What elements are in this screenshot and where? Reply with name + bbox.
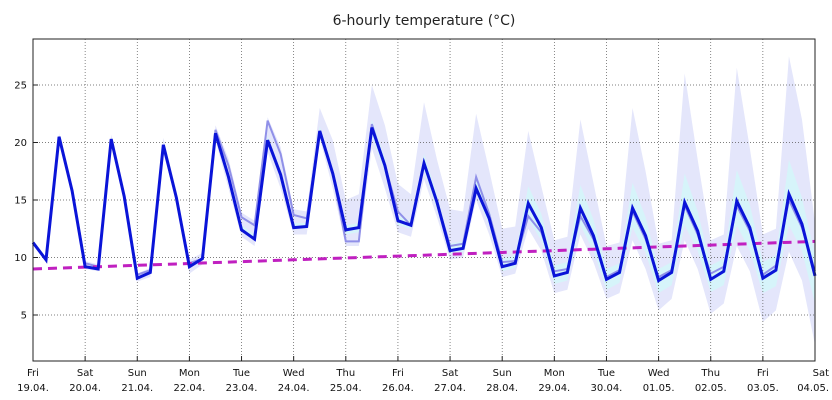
x-tick-date-label: 03.05. [747, 383, 779, 394]
y-tick-label: 5 [21, 311, 27, 322]
x-tick-date-label: 04.05. [797, 383, 829, 394]
x-tick-date-label: 23.04. [226, 383, 258, 394]
x-tick-day-label: Sat [77, 368, 93, 379]
x-tick-day-label: Sun [128, 368, 147, 379]
x-tick-day-label: Wed [648, 368, 670, 379]
x-tick-date-label: 28.04. [486, 383, 518, 394]
x-tick-date-label: 21.04. [121, 383, 153, 394]
x-tick-date-label: 29.04. [538, 383, 570, 394]
x-tick-date-label: 27.04. [434, 383, 466, 394]
x-tick-day-label: Sat [442, 368, 458, 379]
x-tick-date-label: 22.04. [173, 383, 205, 394]
x-tick-date-label: 20.04. [69, 383, 101, 394]
x-tick-date-label: 01.05. [643, 383, 675, 394]
y-tick-label: 10 [14, 253, 27, 264]
x-tick-date-label: 25.04. [330, 383, 362, 394]
x-tick-day-label: Wed [283, 368, 305, 379]
x-tick-day-label: Sun [493, 368, 512, 379]
x-tick-date-label: 19.04. [17, 383, 49, 394]
x-tick-date-label: 02.05. [695, 383, 727, 394]
x-tick-date-label: 26.04. [382, 383, 414, 394]
x-tick-day-label: Thu [700, 368, 720, 379]
x-tick-date-label: 30.04. [591, 383, 623, 394]
x-tick-day-label: Mon [179, 368, 200, 379]
y-tick-label: 20 [14, 138, 27, 149]
x-tick-day-label: Thu [335, 368, 355, 379]
temperature-chart: 6-hourly temperature (°C) 5 10 15 20 25 Fri 1… [0, 0, 832, 400]
x-tick-day-label: Mon [544, 368, 565, 379]
chart-title: 6-hourly temperature (°C) [333, 13, 516, 29]
x-tick-day-label: Fri [27, 368, 39, 379]
x-tick-day-label: Sat [813, 368, 829, 379]
x-tick-day-label: Tue [597, 368, 615, 379]
x-tick-day-label: Tue [232, 368, 250, 379]
x-tick-day-label: Fri [757, 368, 769, 379]
y-tick-label: 25 [14, 81, 27, 92]
y-tick-label: 15 [14, 196, 27, 207]
x-tick-date-label: 24.04. [278, 383, 310, 394]
x-tick-day-label: Fri [392, 368, 404, 379]
